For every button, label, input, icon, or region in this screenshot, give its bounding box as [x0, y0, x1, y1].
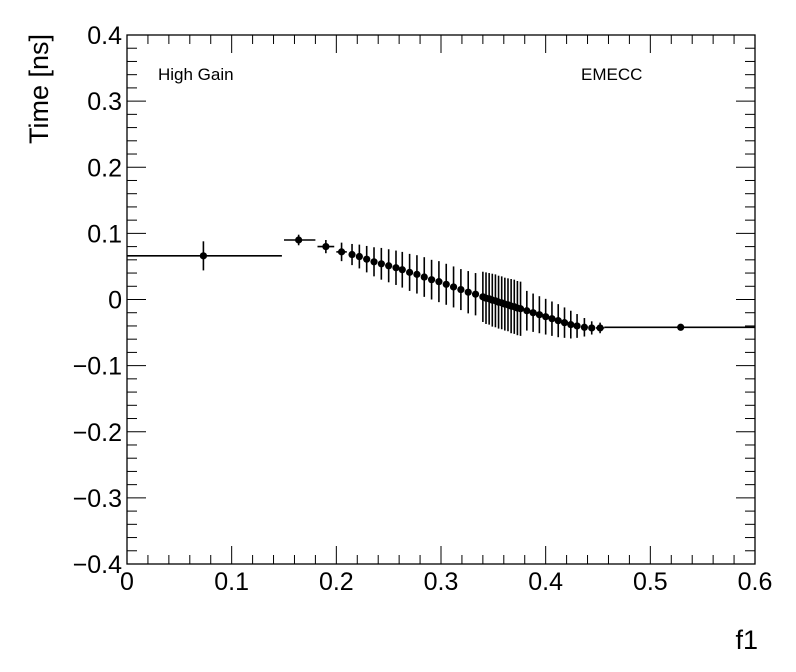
data-point [449, 266, 458, 308]
data-point [377, 247, 385, 280]
data-marker [535, 311, 543, 319]
data-point [442, 263, 450, 305]
data-point [406, 253, 414, 291]
data-point [580, 318, 588, 337]
data-marker [588, 324, 596, 332]
y-axis-title: Time [ns] [24, 34, 54, 144]
data-marker [542, 313, 550, 321]
data-point [560, 307, 569, 338]
axis-ticks [126, 34, 756, 565]
data-point [355, 244, 363, 269]
data-points [127, 234, 755, 339]
data-point [427, 259, 436, 300]
y-tick-label: −0.3 [73, 485, 122, 513]
data-point [516, 281, 525, 336]
data-point [588, 321, 596, 335]
data-marker [199, 252, 208, 260]
data-point [336, 242, 347, 262]
y-tick-label: 0 [108, 287, 122, 315]
data-marker [348, 250, 356, 259]
data-point [317, 239, 335, 254]
y-tick-label: −0.2 [73, 419, 122, 447]
data-point [398, 251, 406, 288]
x-tick-label: 0.5 [633, 568, 668, 596]
data-marker [295, 236, 303, 244]
data-marker [677, 323, 685, 331]
data-marker [392, 264, 400, 272]
data-marker [471, 290, 480, 298]
y-tick-label: 0.4 [87, 22, 122, 50]
data-marker [427, 276, 436, 284]
data-point [385, 249, 393, 283]
data-marker [385, 262, 393, 270]
x-axis-title: f1 [735, 625, 758, 655]
data-marker [516, 305, 525, 313]
data-marker [355, 252, 363, 261]
data-point [464, 271, 472, 314]
data-marker [567, 321, 575, 329]
data-marker [560, 319, 569, 327]
data-point [573, 314, 581, 338]
annotation-emecc: EMECC [581, 65, 642, 84]
data-marker [573, 322, 581, 330]
data-point [471, 273, 480, 316]
y-tick-label: 0.3 [87, 88, 122, 116]
data-marker [442, 280, 450, 288]
plot-frame [126, 34, 756, 565]
data-marker [363, 255, 371, 263]
data-point [529, 293, 537, 332]
data-point [284, 234, 316, 246]
x-tick-label: 0.1 [214, 568, 249, 596]
data-marker [420, 273, 428, 281]
data-marker [398, 266, 406, 274]
data-marker [370, 258, 378, 266]
data-point [348, 243, 356, 266]
data-point [435, 261, 443, 303]
data-point [363, 245, 371, 273]
data-point [413, 255, 421, 294]
data-point [542, 298, 550, 335]
data-marker [548, 315, 556, 323]
data-marker [554, 317, 562, 325]
x-tick-label: 0.4 [528, 568, 563, 596]
y-tick-label: −0.1 [73, 353, 122, 381]
data-marker [464, 288, 472, 296]
data-point [535, 296, 543, 334]
x-tick-label: 0 [120, 568, 134, 596]
data-marker [435, 278, 443, 286]
y-tick-label: 0.1 [87, 220, 122, 248]
data-point [567, 310, 575, 339]
data-marker [337, 248, 346, 256]
data-point [370, 247, 378, 277]
data-marker [322, 243, 330, 251]
data-marker [580, 323, 588, 331]
y-tick-label: 0.2 [87, 154, 122, 182]
data-marker [529, 309, 537, 317]
data-point [392, 250, 400, 285]
data-point [595, 322, 605, 334]
data-marker [413, 270, 421, 278]
data-marker [596, 324, 604, 332]
data-point [457, 269, 465, 311]
data-point [127, 241, 282, 271]
data-point [420, 257, 428, 297]
data-marker [449, 283, 458, 291]
x-tick-label: 0.6 [738, 568, 773, 596]
data-point [604, 323, 755, 331]
data-point [548, 301, 556, 336]
tick-labels: 0 0.1 0.2 0.3 0.4 0.5 0.6 −0.4 −0.3 −0.2 −0.1 0 0.1 0… [73, 22, 773, 596]
data-marker [377, 260, 385, 268]
x-tick-label: 0.3 [424, 568, 459, 596]
annotation-high-gain: High Gain [158, 65, 234, 84]
data-point [554, 304, 562, 338]
x-tick-label: 0.2 [319, 568, 354, 596]
y-tick-label: −0.4 [73, 551, 122, 579]
data-point [523, 290, 531, 331]
data-marker [457, 285, 465, 294]
data-marker [406, 268, 414, 276]
data-marker [523, 307, 531, 315]
